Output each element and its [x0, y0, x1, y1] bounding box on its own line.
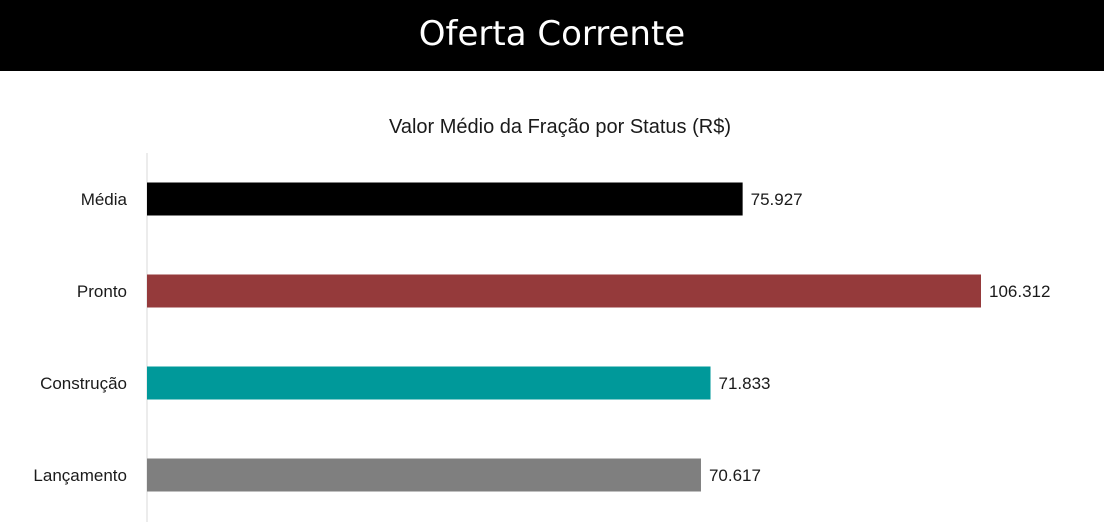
- page-title: Oferta Corrente: [418, 14, 686, 54]
- value-label-2: 71.833: [719, 374, 771, 393]
- bar-1: [147, 274, 981, 308]
- bars-group: Média 75.927 Pronto 106.312 Construção 71.833…: [33, 182, 1050, 492]
- bar-chart: Valor Médio da Fração por Status (R$) Mé…: [33, 116, 1050, 522]
- value-label-1: 106.312: [989, 282, 1050, 301]
- header-bar: Oferta Corrente: [0, 0, 1104, 71]
- value-label-3: 70.617: [709, 466, 761, 485]
- bar-2: [147, 366, 711, 400]
- bar-3: [147, 458, 701, 492]
- category-label-2: Construção: [40, 374, 127, 393]
- value-label-0: 75.927: [751, 190, 803, 209]
- category-label-3: Lançamento: [33, 466, 127, 485]
- chart-title: Valor Médio da Fração por Status (R$): [389, 116, 731, 138]
- category-label-0: Média: [81, 190, 128, 209]
- bar-0: [147, 182, 743, 216]
- category-label-1: Pronto: [77, 282, 127, 301]
